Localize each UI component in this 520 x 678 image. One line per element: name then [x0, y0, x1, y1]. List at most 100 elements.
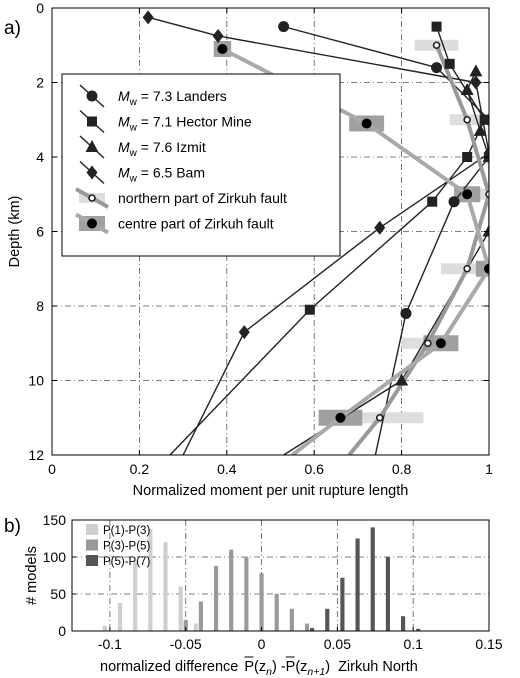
data-point [278, 21, 290, 33]
x-tick-label: -0.1 [98, 636, 122, 652]
data-point [395, 373, 409, 386]
x-axis-label: Normalized moment per unit rupture lengt… [133, 483, 409, 499]
y-tick-label: 4 [36, 149, 44, 165]
x-axis-label-op: ) [325, 659, 330, 675]
data-point [335, 412, 346, 423]
y-tick-label: 100 [43, 549, 67, 565]
x-tick-label: 1 [485, 461, 493, 477]
legend-label: Mw = 7.1 Hector Mine [118, 114, 252, 134]
legend: P(1)-P(3) P(3)-P(5) P(5)-P(7) [86, 524, 150, 568]
data-point [85, 140, 99, 152]
x-axis-label-term: P(z [286, 659, 308, 675]
data-point [444, 58, 455, 69]
histogram-bar [193, 623, 198, 631]
panel-b-label: b) [4, 516, 21, 537]
legend-label-sub: w [129, 123, 138, 134]
histogram-bar [355, 538, 360, 631]
data-point [460, 82, 474, 95]
legend-label-name: = 6.5 Bam [137, 165, 205, 181]
data-point [427, 196, 438, 207]
histogram-bar [416, 628, 421, 631]
x-axis-label-sub: n+1 [307, 666, 325, 678]
data-point [304, 304, 315, 315]
legend-swatch [86, 524, 98, 535]
legend-label-name: = 7.1 Hector Mine [137, 114, 252, 130]
legend-label: P(3)-P(5) [103, 541, 150, 553]
legend-label-mw: M [118, 165, 130, 181]
data-point [448, 196, 460, 208]
histogram-bar [148, 528, 153, 631]
histogram-bar [304, 623, 310, 631]
data-point [88, 194, 96, 202]
data-point [374, 220, 386, 235]
histogram-bar [178, 586, 183, 631]
histogram-bar [340, 577, 345, 631]
histogram-bar [229, 549, 234, 631]
histogram-bar [213, 565, 219, 631]
histogram-bar [133, 560, 138, 631]
x-tick-label: 0.6 [304, 461, 324, 477]
legend-label: P(1)-P(3) [103, 525, 150, 537]
data-point [87, 116, 97, 127]
panel-a-label: a) [4, 18, 21, 39]
data-point [469, 64, 483, 77]
y-tick-label: 6 [36, 224, 44, 240]
data-point [217, 43, 228, 54]
data-layer [142, 10, 489, 455]
y-axis-label: Depth (km) [7, 196, 23, 268]
histogram-bar [102, 625, 107, 631]
data-point [482, 224, 489, 237]
histogram-bar [163, 542, 168, 631]
x-tick-label: 0.2 [130, 461, 150, 477]
legend-label: northern part of Zirkuh fault [118, 190, 287, 206]
y-tick-label: 0 [58, 623, 66, 639]
histogram-bar [198, 601, 203, 631]
data-point [473, 123, 487, 136]
y-tick-label: 10 [28, 373, 44, 389]
histogram-bar [183, 619, 188, 631]
x-tick-label: 0.1 [403, 636, 423, 652]
data-point [86, 90, 98, 102]
x-axis-label-op: ) - [272, 659, 286, 675]
histogram-bar [117, 602, 123, 631]
data-point [86, 165, 98, 180]
data-point [435, 338, 446, 349]
histogram-bar [289, 608, 294, 631]
x-axis-label-term: P(z [244, 659, 266, 675]
x-tick-label: 0.4 [217, 461, 237, 477]
legend-label-name: = 7.6 Izmit [137, 139, 206, 155]
data-point [462, 189, 473, 200]
x-axis-label-prefix: normalized difference [100, 659, 238, 675]
histogram-bar [259, 573, 264, 631]
legend-label: P(5)-P(7) [103, 556, 150, 568]
data-point [238, 325, 250, 340]
data-point [463, 115, 471, 124]
histogram-bar [325, 608, 330, 631]
data-point [462, 152, 473, 162]
legend-label-name: = 7.3 Landers [137, 88, 227, 104]
data-point [470, 75, 482, 90]
x-axis-label-sub: n [266, 666, 272, 678]
data-point [479, 114, 489, 125]
legend-label-mw: M [118, 139, 130, 155]
x-tick-label: 0 [48, 461, 56, 477]
x-tick-label: -0.05 [170, 636, 202, 652]
histogram-bar [401, 616, 406, 631]
histogram-bar [370, 527, 375, 631]
plot-frame [71, 519, 490, 632]
data-point [212, 28, 224, 43]
histogram-bar [274, 594, 279, 631]
y-tick-label: 50 [50, 586, 66, 602]
legend-label-sub: w [129, 174, 138, 185]
y-tick-label: 150 [43, 512, 67, 528]
histogram-bar [244, 557, 249, 631]
data-point [431, 62, 443, 74]
y-tick-label: 2 [36, 75, 44, 91]
x-tick-label: 0.05 [324, 636, 351, 652]
legend-swatch [86, 539, 98, 551]
x-tick-label: 0.8 [392, 461, 412, 477]
histogram-bar [310, 628, 315, 631]
y-tick-label: 12 [28, 447, 44, 463]
